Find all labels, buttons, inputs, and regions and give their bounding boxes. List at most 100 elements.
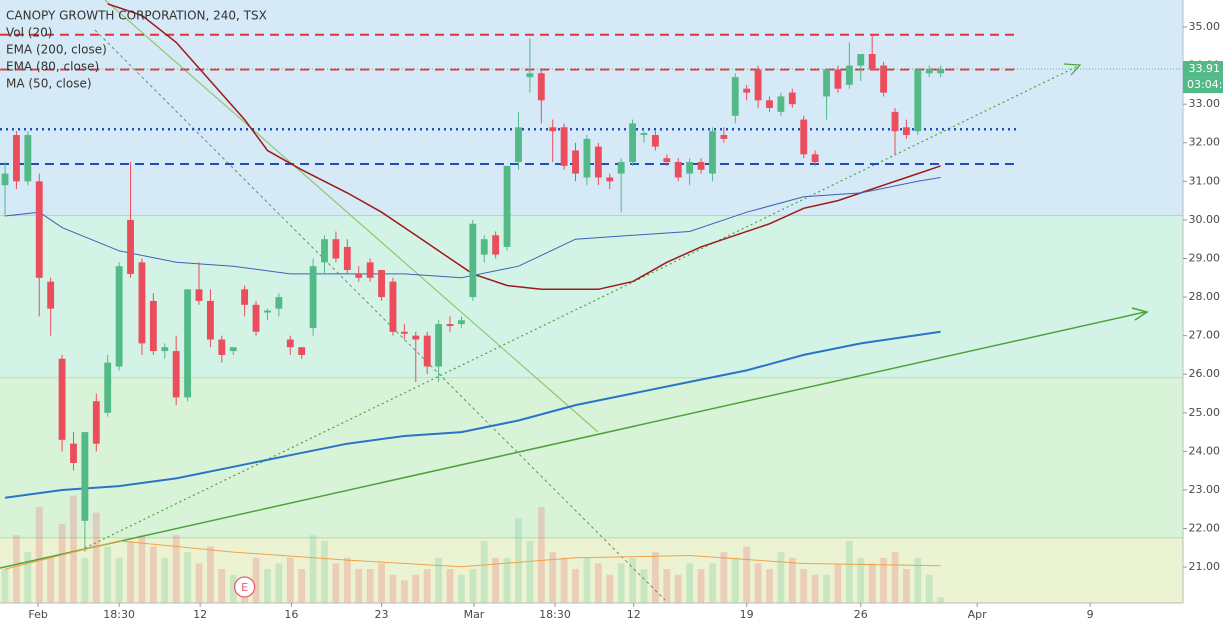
volume-bar xyxy=(777,552,785,603)
volume-bar xyxy=(229,574,237,603)
candle-body xyxy=(104,362,112,413)
volume-bar xyxy=(389,574,397,603)
volume-bar xyxy=(149,546,157,603)
x-tick-label: 18:30 xyxy=(103,608,135,621)
candle-body xyxy=(743,88,751,93)
x-tick-label: 9 xyxy=(1087,608,1094,621)
candle-body xyxy=(400,331,408,334)
candle-body xyxy=(503,165,511,247)
candle-body xyxy=(697,162,705,170)
candle-body xyxy=(583,138,591,178)
candle-body xyxy=(925,69,933,74)
candle-body xyxy=(161,347,169,352)
volume-bar xyxy=(515,518,522,603)
candle-body xyxy=(138,262,146,344)
zone xyxy=(0,378,1183,539)
trend-line xyxy=(84,65,1079,549)
candle-body xyxy=(720,135,728,139)
arrow-head xyxy=(1063,63,1082,76)
volume-bar xyxy=(446,569,454,603)
volume-bar xyxy=(378,563,385,603)
candle-body xyxy=(914,69,922,132)
volume-bar xyxy=(435,557,443,603)
candle-body xyxy=(195,289,203,301)
axes: 21.00 22.00 23.00 24.00 25.00 26.00 27.00 28.00… xyxy=(28,20,1223,621)
volume-bar xyxy=(800,569,808,603)
plot: E xyxy=(0,3,1183,598)
candle-body xyxy=(1,173,9,186)
volume-bar xyxy=(309,535,317,603)
candle-body xyxy=(731,77,739,116)
legend-entry: Vol (20) xyxy=(6,26,52,40)
ma-line xyxy=(4,540,941,570)
candle-body xyxy=(526,73,534,78)
ma-line xyxy=(107,3,941,291)
y-tick-label: 26.00 xyxy=(1189,367,1221,380)
candle-body xyxy=(651,135,659,147)
volume-bar xyxy=(195,563,203,603)
candle-body xyxy=(343,246,351,271)
volume-bar xyxy=(629,557,636,603)
y-tick-label: 21.00 xyxy=(1189,560,1221,573)
candle-body xyxy=(572,150,579,174)
volume-bar xyxy=(161,557,169,603)
volume-bar xyxy=(115,557,123,603)
y-tick-label: 28.00 xyxy=(1189,290,1221,303)
candle-body xyxy=(47,281,55,309)
candle-body xyxy=(617,162,625,174)
volume-bar xyxy=(537,506,545,603)
candle-body xyxy=(241,289,249,305)
candle-body xyxy=(469,223,477,298)
trend-line xyxy=(104,0,599,433)
candle-body xyxy=(880,65,888,93)
volume-bar xyxy=(366,569,374,603)
candle-body xyxy=(218,339,226,355)
candle-body xyxy=(81,432,89,521)
earnings-marker xyxy=(233,576,256,598)
volume-bar xyxy=(469,569,477,603)
candle-body xyxy=(515,127,522,163)
volume-bar xyxy=(697,569,705,603)
candle-body xyxy=(777,96,785,112)
volume-bar xyxy=(811,574,819,603)
candle-body xyxy=(309,266,317,328)
volume-bar xyxy=(321,540,328,603)
last-price-label: 33.91 xyxy=(1189,62,1221,75)
volume-bar xyxy=(355,569,363,603)
volume-bar xyxy=(845,540,853,603)
volume-bar xyxy=(560,557,568,603)
volume-bar xyxy=(92,512,100,603)
price-axis xyxy=(1183,0,1223,623)
candle-body xyxy=(35,181,43,278)
volume-bar xyxy=(458,574,465,603)
zone xyxy=(0,0,1183,217)
volume-bar xyxy=(275,563,283,603)
candle-body xyxy=(686,162,694,174)
x-tick-label: Feb xyxy=(28,608,47,621)
x-tick-label: 12 xyxy=(627,608,641,621)
volume-bar xyxy=(127,540,134,603)
volume-bar xyxy=(24,552,32,603)
volume-bar xyxy=(218,569,226,603)
y-tick-label: 35.00 xyxy=(1189,20,1221,33)
candle-body xyxy=(937,69,945,74)
volume-bar xyxy=(606,574,614,603)
volume-bar xyxy=(880,557,888,603)
candle-body xyxy=(332,239,340,259)
candle-body xyxy=(92,401,100,444)
time-axis xyxy=(0,603,1223,623)
y-tick-label: 33.00 xyxy=(1189,97,1221,110)
candle-body xyxy=(58,358,66,440)
y-tick-label: 29.00 xyxy=(1189,251,1221,264)
candle-body xyxy=(845,65,853,85)
candle-body xyxy=(206,300,214,340)
volume-bar xyxy=(549,552,557,603)
candle-body xyxy=(423,335,431,367)
candle-body xyxy=(902,127,910,136)
y-tick-label: 31.00 xyxy=(1189,174,1221,187)
candle-body xyxy=(537,73,545,101)
volume-bar xyxy=(400,580,408,603)
x-tick-label: 12 xyxy=(193,608,207,621)
volume-bar xyxy=(503,557,511,603)
candle-body xyxy=(321,239,328,263)
